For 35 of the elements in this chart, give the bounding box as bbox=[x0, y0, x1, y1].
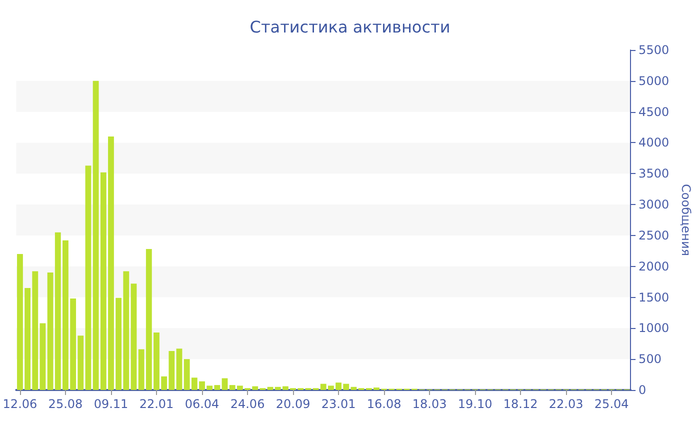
bar bbox=[176, 348, 182, 390]
x-tick-label: 06.04 bbox=[184, 397, 220, 411]
x-tick-label: 16.08 bbox=[366, 397, 402, 411]
y-tick-label: 4500 bbox=[638, 104, 670, 119]
x-tick-label: 22.01 bbox=[139, 397, 174, 411]
y-tick-label: 500 bbox=[638, 352, 662, 366]
y-tick-label: 4000 bbox=[638, 136, 670, 150]
x-tick-label: 22.03 bbox=[548, 397, 584, 411]
bar bbox=[40, 323, 46, 390]
bar bbox=[222, 378, 228, 390]
bar bbox=[350, 386, 357, 390]
y-tick-label: 1000 bbox=[638, 321, 670, 336]
x-tick-label: 20.09 bbox=[276, 397, 310, 411]
y-axis-title: Сообщения bbox=[679, 184, 693, 256]
y-tick-label: 2500 bbox=[638, 228, 670, 242]
x-tick-label: 25.04 bbox=[594, 397, 629, 411]
y-tick-label: 1500 bbox=[638, 290, 670, 304]
x-tick-label: 24.06 bbox=[230, 397, 265, 411]
x-tick-label: 18.03 bbox=[412, 397, 447, 411]
y-tick-label: 2000 bbox=[638, 259, 670, 274]
y-tick-label: 5000 bbox=[638, 74, 670, 88]
bar bbox=[130, 284, 137, 390]
y-tick-label: 5500 bbox=[638, 43, 670, 57]
chart-title: Статистика активности bbox=[250, 18, 450, 36]
y-tick-label: 3000 bbox=[638, 198, 670, 212]
y-tick-label: 0 bbox=[638, 383, 646, 397]
x-tick-label: 09.11 bbox=[94, 397, 128, 411]
bar bbox=[85, 166, 92, 390]
x-tick-label: 25.08 bbox=[48, 397, 83, 411]
x-tick-label: 23.01 bbox=[321, 397, 356, 411]
x-tick-label: 12.06 bbox=[2, 397, 38, 411]
y-tick-label: 3500 bbox=[638, 166, 670, 181]
bar bbox=[267, 386, 274, 390]
x-tick-label: 19.10 bbox=[458, 397, 492, 411]
x-tick-label: 18.12 bbox=[503, 397, 538, 411]
